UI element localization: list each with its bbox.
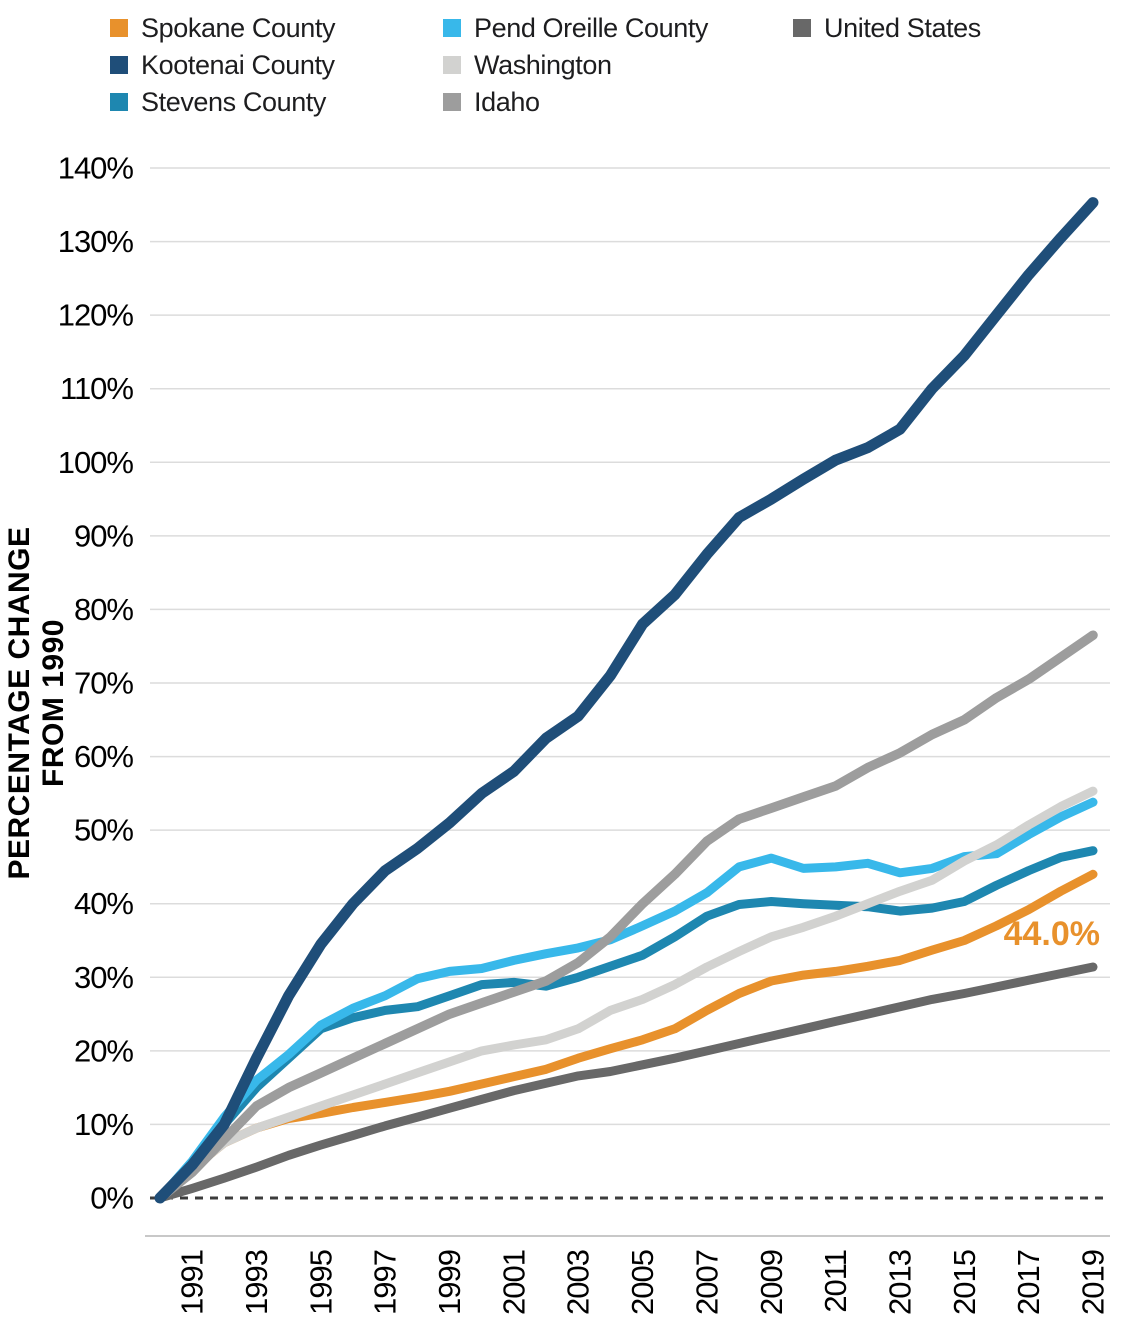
y-tick-label: 30% (74, 960, 133, 995)
x-tick-label: 2007 (689, 1250, 724, 1315)
x-tick-label: 2019 (1076, 1250, 1111, 1315)
series-line-stevens-county (155, 846, 1098, 1203)
legend-label: Kootenai County (141, 49, 335, 80)
series-line-idaho (155, 630, 1098, 1203)
y-tick-label: 70% (74, 666, 133, 701)
y-tick-label: 0% (90, 1181, 133, 1216)
x-tick-label: 2017 (1011, 1250, 1046, 1315)
legend-swatch-idaho (443, 93, 461, 111)
legend-label: Spokane County (141, 12, 336, 43)
legend-label: United States (824, 12, 981, 43)
y-tick-label: 50% (74, 813, 133, 848)
x-tick-label: 1991 (175, 1250, 210, 1315)
y-tick-label: 40% (74, 886, 133, 921)
x-tick-label: 2005 (625, 1250, 660, 1315)
legend-item-idaho[interactable]: Idaho (443, 86, 540, 117)
legend-item-pend-oreille-county[interactable]: Pend Oreille County (443, 12, 709, 43)
legend-swatch-stevens-county (110, 93, 128, 111)
series-line-united-states (155, 962, 1098, 1203)
series-line-kootenai-county (154, 197, 1099, 1204)
x-tick-label: 2013 (882, 1250, 917, 1315)
series-line-washington (155, 786, 1098, 1203)
legend-swatch-spokane-county (110, 19, 128, 37)
x-tick-label: 1993 (239, 1250, 274, 1315)
spokane-end-value-label: 44.0% (1004, 915, 1100, 953)
x-tick-label: 2015 (947, 1250, 982, 1315)
y-tick-label: 60% (74, 739, 133, 774)
y-tick-label: 90% (74, 518, 133, 553)
legend-item-spokane-county[interactable]: Spokane County (110, 12, 336, 43)
legend-swatch-pend-oreille-county (443, 19, 461, 37)
chart-legend: Spokane County Kootenai County Stevens Cou… (0, 0, 1125, 135)
legend-swatch-united-states (793, 19, 811, 37)
y-tick-label: 20% (74, 1033, 133, 1068)
y-tick-label: 80% (74, 592, 133, 627)
legend-label: Washington (474, 49, 612, 80)
legend-label: Stevens County (141, 86, 327, 117)
legend-label: Idaho (474, 86, 540, 117)
x-tick-label: 1997 (368, 1250, 403, 1315)
legend-label: Pend Oreille County (474, 12, 709, 43)
y-tick-label: 140% (58, 151, 134, 186)
x-tick-label: 2009 (754, 1250, 789, 1315)
series-line-spokane-county (155, 869, 1098, 1203)
legend-item-stevens-county[interactable]: Stevens County (110, 86, 327, 117)
y-tick-label: 110% (60, 371, 133, 406)
series-line-pend-oreille-county (155, 797, 1098, 1203)
legend-item-kootenai-county[interactable]: Kootenai County (110, 49, 335, 80)
legend-swatch-washington (443, 56, 461, 74)
x-tick-label: 2003 (561, 1250, 596, 1315)
legend-item-washington[interactable]: Washington (443, 49, 612, 80)
y-tick-label: 130% (58, 224, 134, 259)
y-tick-label: 120% (58, 298, 134, 333)
x-tick-label: 1999 (432, 1250, 467, 1315)
y-tick-label: 100% (58, 445, 134, 480)
x-tick-label: 1995 (303, 1250, 338, 1315)
x-tick-label: 2011 (818, 1250, 853, 1313)
y-tick-label: 10% (74, 1107, 133, 1142)
x-tick-label: 2001 (496, 1250, 531, 1315)
legend-item-united-states[interactable]: United States (793, 12, 981, 43)
legend-swatch-kootenai-county (110, 56, 128, 74)
